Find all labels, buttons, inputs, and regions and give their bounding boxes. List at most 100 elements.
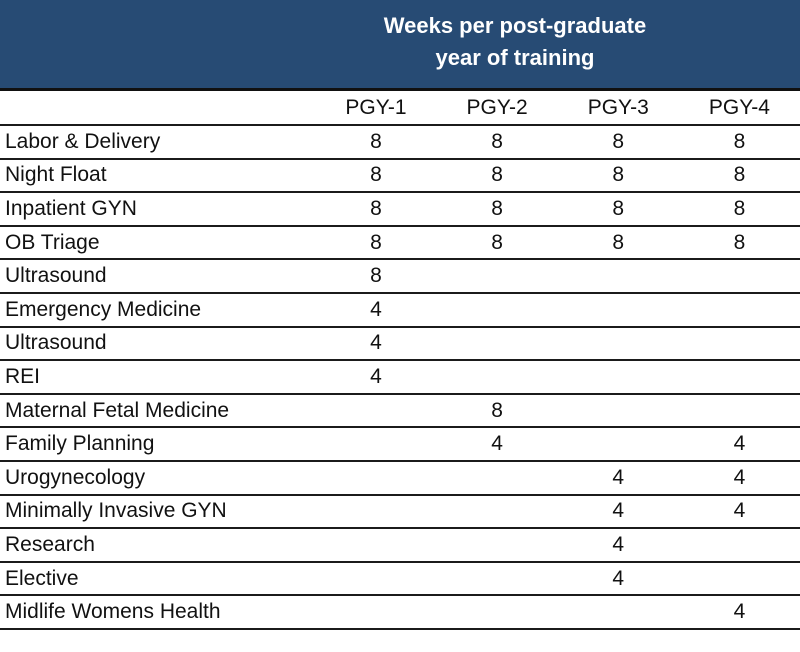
weeks-cell-pgy-2 (436, 326, 558, 362)
weeks-cell-pgy-4: 4 (678, 460, 800, 496)
column-header-pgy-4: PGY-4 (678, 91, 800, 126)
weeks-cell-pgy-3 (557, 595, 679, 630)
rotation-label: Ultrasound (0, 326, 316, 362)
rotation-label: Minimally Invasive GYN (0, 494, 316, 530)
weeks-cell-pgy-1: 4 (315, 326, 437, 362)
table-row: Maternal Fetal Medicine 8 (0, 393, 800, 429)
rotation-column-header (0, 91, 316, 126)
weeks-cell-pgy-2 (436, 460, 558, 496)
weeks-cell-pgy-2 (436, 360, 558, 395)
weeks-cell-pgy-3 (557, 326, 679, 362)
table-row: Research 4 (0, 528, 800, 563)
weeks-cell-pgy-2: 8 (436, 192, 558, 227)
rotation-label: Elective (0, 561, 316, 597)
table-row: Emergency Medicine 4 (0, 292, 800, 328)
weeks-cell-pgy-4: 8 (678, 225, 800, 261)
weeks-cell-pgy-2 (436, 494, 558, 530)
rotation-label: Emergency Medicine (0, 292, 316, 328)
weeks-cell-pgy-1 (315, 528, 437, 563)
rotation-label: REI (0, 360, 316, 395)
rotation-label: Night Float (0, 158, 316, 194)
weeks-cell-pgy-4 (678, 360, 800, 395)
header-banner: Weeks per post-graduate year of training (0, 0, 800, 91)
rotation-label: Inpatient GYN (0, 192, 316, 227)
banner-title-line-2: year of training (435, 45, 595, 70)
weeks-cell-pgy-1 (315, 595, 437, 630)
weeks-cell-pgy-2 (436, 595, 558, 630)
weeks-cell-pgy-4: 8 (678, 125, 800, 160)
weeks-cell-pgy-4: 4 (678, 494, 800, 530)
rotation-label: Research (0, 528, 316, 563)
table-row: Night Float 8 8 8 8 (0, 158, 800, 194)
weeks-cell-pgy-1 (315, 460, 437, 496)
weeks-cell-pgy-3: 8 (557, 158, 679, 194)
banner-title-line-1: Weeks per post-graduate (383, 13, 647, 38)
weeks-cell-pgy-4: 4 (678, 427, 800, 462)
banner-title: Weeks per post-graduate year of training (330, 10, 700, 74)
table-row: Labor & Delivery 8 8 8 8 (0, 125, 800, 160)
weeks-cell-pgy-2: 8 (436, 393, 558, 429)
rotation-label: Midlife Womens Health (0, 595, 316, 630)
weeks-cell-pgy-3: 8 (557, 225, 679, 261)
table-row: Elective 4 (0, 561, 800, 597)
weeks-cell-pgy-2: 8 (436, 125, 558, 160)
table-row: Ultrasound 8 (0, 259, 800, 294)
weeks-cell-pgy-3: 4 (557, 561, 679, 597)
weeks-cell-pgy-2 (436, 292, 558, 328)
weeks-cell-pgy-4 (678, 528, 800, 563)
weeks-cell-pgy-2 (436, 561, 558, 597)
table-row: Midlife Womens Health 4 (0, 595, 800, 630)
weeks-cell-pgy-2: 4 (436, 427, 558, 462)
weeks-cell-pgy-2 (436, 259, 558, 294)
weeks-cell-pgy-4 (678, 561, 800, 597)
weeks-cell-pgy-3 (557, 427, 679, 462)
column-header-pgy-1: PGY-1 (315, 91, 437, 126)
weeks-cell-pgy-2: 8 (436, 158, 558, 194)
rotation-label: Maternal Fetal Medicine (0, 393, 316, 429)
weeks-cell-pgy-3: 4 (557, 528, 679, 563)
weeks-cell-pgy-1: 8 (315, 125, 437, 160)
table-body: Labor & Delivery 8 8 8 8 Night Float 8 8 8 8 Inpat… (0, 125, 800, 630)
weeks-cell-pgy-3 (557, 259, 679, 294)
weeks-cell-pgy-3: 8 (557, 125, 679, 160)
weeks-cell-pgy-1: 4 (315, 360, 437, 395)
weeks-cell-pgy-4: 8 (678, 192, 800, 227)
table-row: Minimally Invasive GYN 4 4 (0, 494, 800, 530)
weeks-cell-pgy-4 (678, 326, 800, 362)
weeks-cell-pgy-4: 8 (678, 158, 800, 194)
weeks-cell-pgy-4 (678, 292, 800, 328)
table-row: Urogynecology 4 4 (0, 460, 800, 496)
rotation-label: Ultrasound (0, 259, 316, 294)
weeks-cell-pgy-3 (557, 393, 679, 429)
weeks-cell-pgy-1 (315, 494, 437, 530)
weeks-cell-pgy-1 (315, 393, 437, 429)
column-header-row: PGY-1 PGY-2 PGY-3 PGY-4 (0, 91, 800, 126)
weeks-cell-pgy-4 (678, 393, 800, 429)
weeks-cell-pgy-3: 4 (557, 494, 679, 530)
weeks-cell-pgy-4 (678, 259, 800, 294)
rotation-label: Family Planning (0, 427, 316, 462)
weeks-cell-pgy-3: 8 (557, 192, 679, 227)
table-row: Inpatient GYN 8 8 8 8 (0, 192, 800, 227)
column-header-pgy-3: PGY-3 (557, 91, 679, 126)
rotation-label: Labor & Delivery (0, 125, 316, 160)
rotation-table: PGY-1 PGY-2 PGY-3 PGY-4 Labor & Delivery… (0, 91, 800, 630)
weeks-cell-pgy-2 (436, 528, 558, 563)
table-row: OB Triage 8 8 8 8 (0, 225, 800, 261)
weeks-cell-pgy-3 (557, 292, 679, 328)
weeks-cell-pgy-1: 8 (315, 259, 437, 294)
weeks-cell-pgy-1: 8 (315, 192, 437, 227)
rotation-label: Urogynecology (0, 460, 316, 496)
table-row: REI 4 (0, 360, 800, 395)
weeks-cell-pgy-1 (315, 561, 437, 597)
weeks-cell-pgy-2: 8 (436, 225, 558, 261)
weeks-cell-pgy-1 (315, 427, 437, 462)
table-row: Family Planning 4 4 (0, 427, 800, 462)
weeks-cell-pgy-4: 4 (678, 595, 800, 630)
weeks-cell-pgy-3 (557, 360, 679, 395)
rotation-label: OB Triage (0, 225, 316, 261)
weeks-cell-pgy-1: 8 (315, 158, 437, 194)
weeks-cell-pgy-1: 8 (315, 225, 437, 261)
table-row: Ultrasound 4 (0, 326, 800, 362)
